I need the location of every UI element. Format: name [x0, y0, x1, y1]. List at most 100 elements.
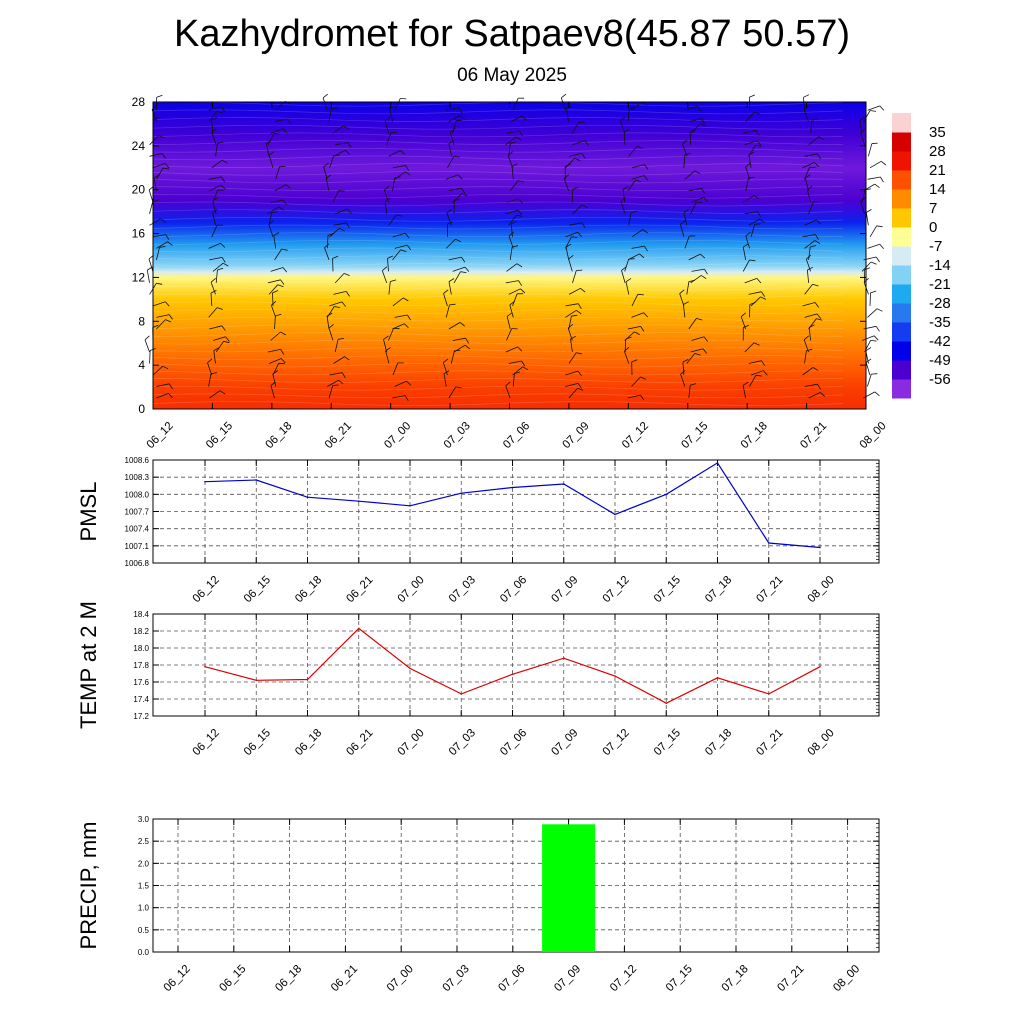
wind-barb-feather	[515, 136, 522, 141]
data-point	[716, 462, 719, 464]
wind-barb-feather	[343, 125, 349, 130]
wind-barb	[267, 349, 281, 353]
wind-barb-feather	[511, 220, 517, 225]
wind-barb-feather	[514, 371, 521, 374]
wind-barb-feather	[643, 175, 649, 181]
y-tick-label: 16	[132, 227, 146, 241]
contour-line	[152, 263, 844, 268]
wind-barb	[452, 120, 457, 134]
colorbar-swatch	[892, 284, 911, 304]
wind-barb	[274, 248, 283, 261]
wind-barb-feather	[152, 200, 159, 202]
wind-barb-feather	[577, 303, 582, 310]
wind-barb-feather	[448, 278, 455, 282]
x-tick-label: 07_21	[798, 420, 829, 451]
wind-barb-feather	[812, 367, 819, 371]
wind-barb	[568, 352, 577, 364]
y-tick-label: 1007.1	[125, 542, 150, 551]
colorbar-label: 0	[929, 219, 937, 236]
wind-barb	[860, 132, 865, 145]
wind-barb	[149, 201, 154, 214]
wind-barb	[805, 258, 811, 272]
wind-barb-feather	[156, 282, 163, 285]
y-tick-label: 18.0	[133, 644, 149, 653]
contour-line	[152, 393, 844, 399]
wind-barb	[211, 132, 217, 145]
wind-barb	[806, 189, 811, 203]
colorbar-label: -56	[929, 371, 951, 388]
wind-barb	[274, 315, 276, 330]
x-tick-label: 08_00	[831, 963, 862, 994]
wind-barb-feather	[803, 94, 810, 98]
wind-barb	[745, 178, 749, 191]
x-tick-label: 07_18	[720, 963, 751, 994]
wind-barb	[209, 184, 222, 192]
wind-barb-feather	[644, 164, 649, 170]
wind-barb	[149, 135, 159, 146]
colorbar-swatch	[892, 360, 911, 380]
wind-barb-feather	[694, 353, 701, 356]
wind-barb	[448, 256, 462, 261]
wind-barb	[149, 218, 161, 226]
wind-barb-feather	[280, 279, 285, 285]
colorbar-label: 21	[929, 162, 946, 179]
wind-barb	[624, 338, 627, 353]
wind-barb	[149, 153, 163, 157]
wind-barb	[443, 362, 448, 376]
y-axis-title: PRECIP, mm	[76, 822, 101, 950]
wind-barb	[384, 200, 388, 214]
wind-barb-feather	[753, 342, 760, 346]
wind-barb-feather	[273, 232, 280, 236]
wind-barb	[508, 360, 522, 364]
contour-line	[152, 378, 844, 383]
contour-line	[152, 186, 844, 191]
contour-line	[152, 339, 844, 345]
wind-barb	[567, 327, 573, 341]
wind-barb	[156, 319, 166, 330]
wind-barb-feather	[279, 166, 286, 168]
x-tick-label: 06_15	[217, 963, 248, 994]
wind-barb	[275, 101, 286, 111]
wind-barb	[631, 245, 645, 249]
x-tick-label: 06_18	[263, 420, 294, 451]
x-tick-label: 07_12	[608, 963, 639, 994]
wind-barb-feather	[511, 163, 518, 167]
wind-barb	[273, 235, 277, 249]
wind-barb	[333, 222, 347, 226]
wind-barb-feather	[211, 117, 218, 121]
wind-barb-feather	[880, 176, 884, 183]
wind-barb	[748, 291, 762, 295]
wind-barb	[627, 326, 641, 330]
wind-barb-feather	[640, 394, 645, 401]
wind-barb-feather	[210, 290, 217, 294]
x-tick-label: 07_18	[703, 727, 734, 758]
wind-barb-feather	[517, 346, 523, 352]
temp-panel: 17.2 17.4 17.6 17.8 18.0 18.2 18.4 06_12 06_15 06…	[76, 601, 880, 758]
wind-barb-feather	[640, 326, 645, 332]
wind-barb	[383, 189, 389, 203]
wind-barb-feather	[754, 111, 761, 115]
x-tick-label: 07_15	[652, 727, 683, 758]
wind-barb-feather	[520, 288, 526, 294]
wind-barb-feather	[756, 140, 762, 146]
y-axis-title: TEMP at 2 M	[76, 601, 101, 729]
data-point	[563, 483, 565, 485]
wind-barb	[510, 223, 513, 237]
wind-barb-feather	[561, 93, 567, 99]
wind-barb	[867, 243, 880, 249]
wind-barb	[394, 98, 401, 111]
wind-barb-feather	[574, 158, 581, 162]
wind-barb-feather	[347, 142, 352, 148]
wind-barb-feather	[345, 222, 350, 229]
contour-line	[152, 201, 844, 207]
wind-barb-feather	[162, 365, 169, 370]
data-point	[460, 492, 463, 495]
wind-barb	[208, 373, 212, 387]
data-point	[768, 693, 770, 695]
wind-barb	[270, 385, 275, 399]
wind-barb	[146, 270, 150, 283]
wind-barb	[267, 133, 275, 145]
wind-barb	[383, 339, 388, 353]
y-tick-label: 3.0	[138, 815, 150, 824]
wind-barb	[804, 240, 816, 249]
